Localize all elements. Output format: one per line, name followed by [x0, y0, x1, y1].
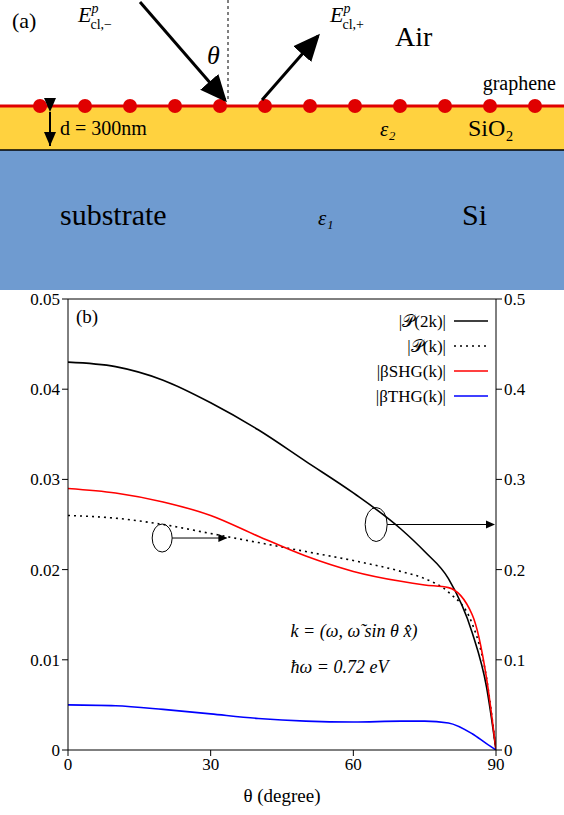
svg-text:60: 60 [345, 755, 362, 774]
svg-text:|βSHG(k)|: |βSHG(k)| [377, 362, 446, 381]
svg-text:(b): (b) [76, 306, 98, 328]
svg-text:substrate: substrate [60, 198, 167, 231]
svg-text:k = (ω, ω̃ sin θ x̂): k = (ω, ω̃ sin θ x̂) [291, 621, 418, 642]
svg-text:0.1: 0.1 [504, 651, 525, 670]
svg-text:ħω = 0.72 eV: ħω = 0.72 eV [291, 657, 391, 677]
svg-text:Epcl,+: Epcl,+ [329, 1, 364, 32]
svg-text:30: 30 [202, 755, 219, 774]
svg-text:θ (degree): θ (degree) [243, 785, 320, 807]
svg-text:0.05: 0.05 [30, 290, 60, 309]
svg-text:0.03: 0.03 [30, 470, 60, 489]
svg-text:Epcl,−: Epcl,− [77, 1, 112, 32]
svg-text:0.4: 0.4 [504, 380, 526, 399]
svg-text:ε₂: ε₂ [380, 117, 396, 141]
svg-text:(a): (a) [12, 8, 36, 33]
svg-text:Air: Air [395, 21, 433, 52]
svg-text:graphene: graphene [483, 72, 556, 95]
svg-text:|βTHG(k)|: |βTHG(k)| [376, 387, 446, 406]
svg-text:90: 90 [488, 755, 505, 774]
svg-text:0.3: 0.3 [504, 470, 525, 489]
svg-text:θ: θ [207, 41, 220, 70]
svg-text:0.04: 0.04 [30, 380, 60, 399]
svg-text:|𝒫(k)|: |𝒫(k)| [407, 337, 446, 356]
svg-text:SiO₂: SiO₂ [468, 115, 514, 141]
svg-text:0: 0 [64, 755, 73, 774]
svg-text:|𝒫(2k)|: |𝒫(2k)| [399, 312, 446, 331]
svg-text:0.01: 0.01 [30, 651, 60, 670]
svg-text:0.5: 0.5 [504, 290, 525, 309]
svg-text:0: 0 [52, 741, 61, 760]
svg-text:0: 0 [504, 741, 513, 760]
svg-text:ε₁: ε₁ [318, 206, 334, 230]
svg-text:0.2: 0.2 [504, 561, 525, 580]
svg-text:0.02: 0.02 [30, 561, 60, 580]
svg-text:Si: Si [462, 198, 487, 231]
svg-text:d = 300nm: d = 300nm [60, 117, 147, 139]
